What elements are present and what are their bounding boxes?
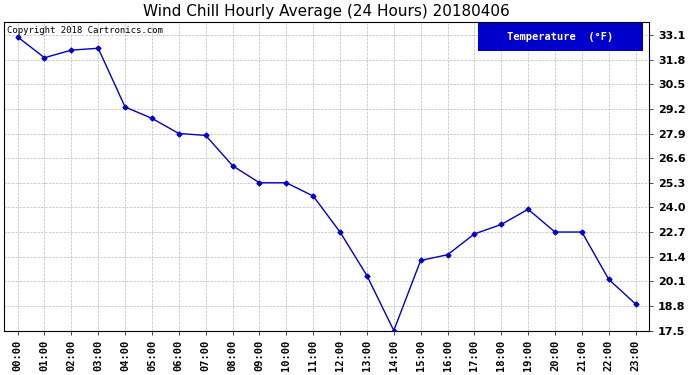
Title: Wind Chill Hourly Average (24 Hours) 20180406: Wind Chill Hourly Average (24 Hours) 201…	[144, 4, 510, 19]
Text: Copyright 2018 Cartronics.com: Copyright 2018 Cartronics.com	[8, 26, 164, 35]
